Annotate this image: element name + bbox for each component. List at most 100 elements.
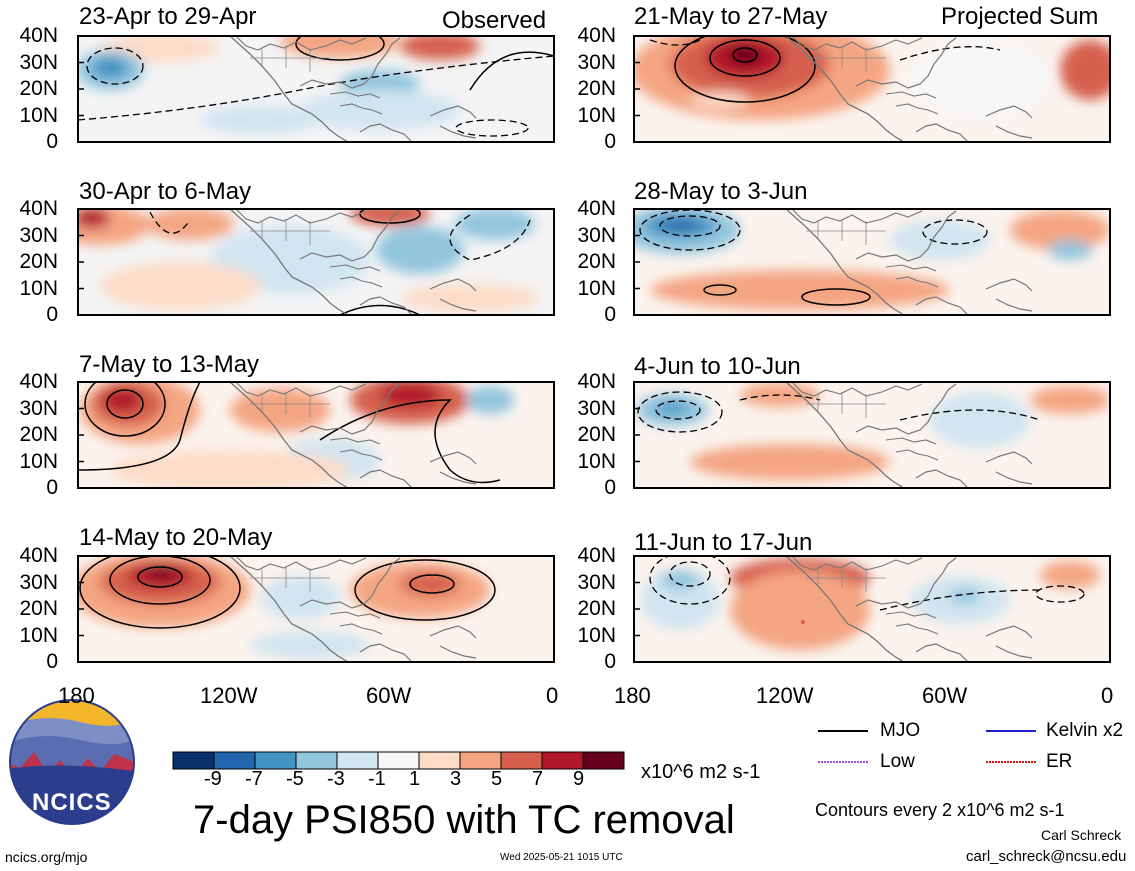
y-tick-label: 10N (19, 449, 58, 473)
y-tick-label: 0 (46, 650, 58, 673)
legend-label-mjo: MJO (880, 720, 921, 741)
colorbar-tick-label: 3 (450, 768, 462, 790)
colorbar-swatch (541, 751, 584, 770)
y-tick-label: 30N (577, 50, 616, 74)
y-tick-label: 40N (19, 197, 58, 220)
map-panel-8 (634, 556, 1110, 662)
panel-title: 7-May to 13-May (79, 351, 260, 378)
colorbar-swatch (377, 751, 420, 770)
footer-author: Carl Schreck (1041, 827, 1122, 843)
legend-label-kelvin: Kelvin x2 (1046, 720, 1124, 741)
panel-title: 30-Apr to 6-May (79, 178, 252, 205)
y-tick-label: 10N (19, 276, 58, 300)
colorbar (172, 751, 625, 770)
colorbar-tick-label: 1 (409, 768, 421, 790)
x-tick-label: 60W (366, 683, 412, 708)
map-panel-5 (634, 36, 1110, 142)
x-tick-label: 120W (200, 683, 258, 708)
panel-title: 23-Apr to 29-Apr (79, 3, 257, 30)
colorbar-tick-label: -3 (327, 768, 345, 790)
x-tick-label: 0 (546, 683, 559, 708)
y-tick-label: 40N (577, 24, 616, 47)
y-tick-label: 10N (577, 623, 616, 647)
panel-title: 21-May to 27-May (634, 3, 828, 30)
x-tick-label: 0 (1101, 683, 1114, 708)
y-tick-label: 20N (19, 597, 58, 620)
main-title: 7-day PSI850 with TC removal (193, 798, 735, 842)
map-panel-2 (78, 209, 554, 315)
colorbar-swatch (336, 751, 379, 770)
y-tick-label: 10N (577, 276, 616, 300)
y-tick-label: 40N (19, 370, 58, 393)
footer-url: ncics.org/mjo (5, 849, 88, 865)
colorbar-tick-label: -1 (368, 768, 386, 790)
y-tick-label: 0 (604, 650, 616, 673)
map-panel-1 (78, 36, 554, 142)
y-tick-label: 0 (46, 303, 58, 326)
footer-email: carl_schreck@ncsu.edu (966, 848, 1127, 865)
y-tick-label: 20N (577, 597, 616, 620)
y-tick-label: 10N (577, 103, 616, 127)
y-tick-label: 0 (46, 476, 58, 499)
colorbar-tick-label: 5 (491, 768, 503, 790)
map-panel-4 (78, 556, 554, 662)
y-tick-label: 40N (577, 370, 616, 393)
y-tick-label: 30N (577, 396, 616, 420)
contour-note: Contours every 2 x10^6 m2 s-1 (815, 800, 1065, 820)
y-tick-label: 30N (19, 570, 58, 594)
y-tick-label: 0 (604, 130, 616, 153)
map-panel-3 (78, 382, 554, 488)
colorbar-tick-label: 7 (532, 768, 544, 790)
y-tick-label: 30N (19, 50, 58, 74)
y-tick-label: 0 (46, 130, 58, 153)
y-tick-label: 40N (577, 197, 616, 220)
y-tick-label: 10N (19, 623, 58, 647)
y-tick-label: 40N (19, 24, 58, 47)
y-tick-label: 20N (19, 423, 58, 446)
colorbar-swatch (213, 751, 256, 770)
x-tick-label: 180 (614, 683, 651, 708)
y-tick-label: 20N (577, 250, 616, 273)
colorbar-tick-label: -7 (245, 768, 263, 790)
y-tick-label: 30N (577, 570, 616, 594)
colorbar-swatch (295, 751, 338, 770)
y-tick-label: 30N (19, 396, 58, 420)
colorbar-swatch (500, 751, 543, 770)
colorbar-swatch (254, 751, 297, 770)
y-tick-label: 20N (577, 77, 616, 100)
panel-title: 28-May to 3-Jun (634, 178, 808, 205)
legend-label-er: ER (1046, 751, 1073, 772)
colorbar-swatch (418, 751, 461, 770)
y-tick-label: 10N (577, 449, 616, 473)
y-tick-label: 0 (604, 476, 616, 499)
projected-sum-label: Projected Sum (941, 3, 1099, 30)
logo-text: NCICS (32, 789, 112, 816)
y-tick-label: 30N (19, 223, 58, 247)
x-tick-label: 120W (756, 683, 814, 708)
colorbar-tick-label: 9 (573, 768, 585, 790)
footer-timestamp: Wed 2025-05-21 1015 UTC (500, 852, 623, 863)
map-panel-7 (634, 382, 1110, 488)
y-tick-label: 0 (604, 303, 616, 326)
y-tick-label: 10N (19, 103, 58, 127)
colorbar-swatch (172, 751, 215, 770)
ncics-logo (9, 699, 135, 825)
panel-title: 14-May to 20-May (79, 524, 273, 551)
y-tick-label: 20N (19, 77, 58, 100)
colorbar-swatch (459, 751, 502, 770)
panel-title: 11-Jun to 17-Jun (634, 529, 813, 556)
legend-lines (818, 730, 1036, 763)
colorbar-swatch (582, 751, 625, 770)
y-tick-label: 40N (19, 544, 58, 567)
colorbar-units: x10^6 m2 s-1 (641, 761, 761, 783)
y-tick-label: 40N (577, 544, 616, 567)
y-tick-label: 20N (19, 250, 58, 273)
x-tick-label: 60W (922, 683, 968, 708)
y-tick-label: 30N (577, 223, 616, 247)
legend-label-low: Low (880, 751, 915, 772)
panel-title: 4-Jun to 10-Jun (634, 353, 801, 380)
map-panel-6 (634, 209, 1110, 315)
observed-label: Observed (442, 7, 547, 34)
x-tick-label: 180 (58, 683, 95, 708)
